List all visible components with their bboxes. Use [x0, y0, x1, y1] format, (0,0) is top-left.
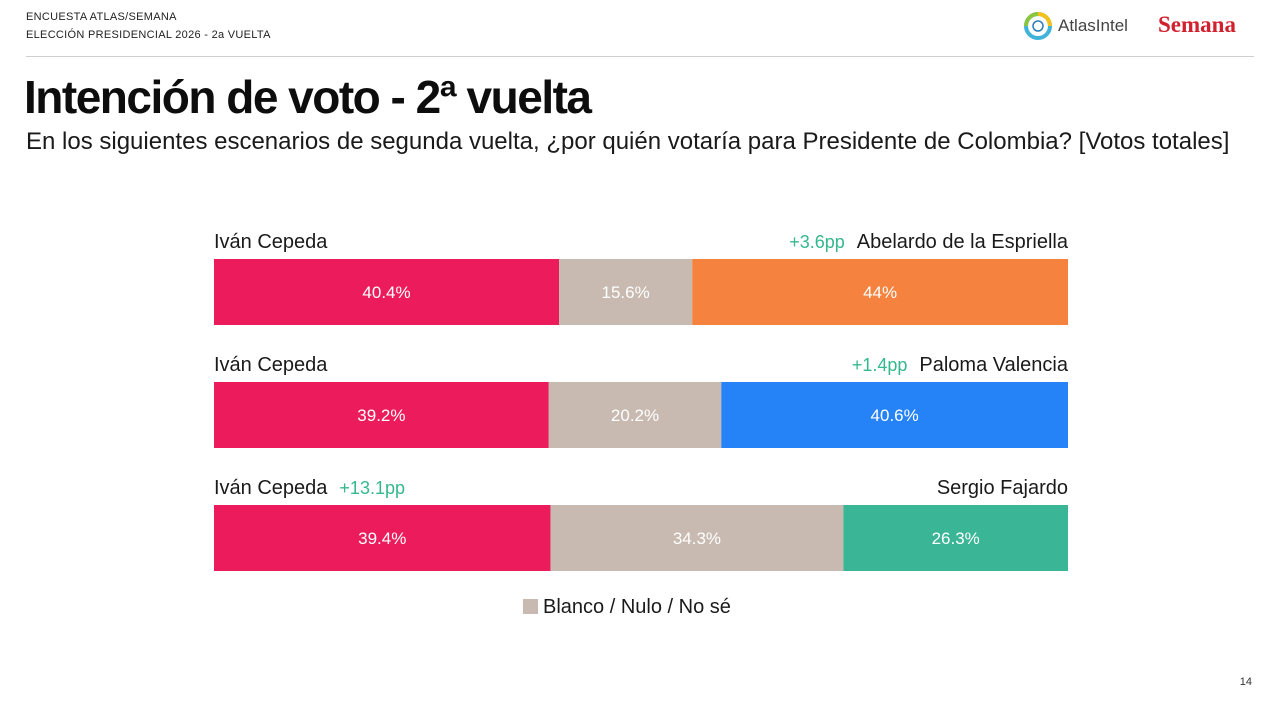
bar-segment [214, 382, 549, 448]
header-divider [26, 56, 1254, 57]
bar-value-label: 40.6% [871, 406, 919, 425]
bar-value-label: 39.2% [357, 406, 405, 425]
bar-segment [559, 259, 693, 325]
bar-segment [550, 505, 844, 571]
lead-margin-label: +13.1pp [339, 478, 405, 498]
candidate-right-label: Sergio Fajardo [937, 477, 1068, 499]
bar-segment [721, 382, 1068, 448]
bar-segment [548, 382, 722, 448]
bar-value-label: 39.4% [358, 529, 406, 548]
bar-segment [214, 259, 560, 325]
atlasintel-logo: AtlasIntel [1024, 12, 1128, 40]
candidate-left-label: Iván Cepeda [214, 477, 328, 499]
bar-value-label: 26.3% [932, 529, 980, 548]
bar-value-label: 15.6% [602, 283, 650, 302]
survey-label: ENCUESTA ATLAS/SEMANA [26, 11, 177, 23]
legend-swatch [523, 599, 538, 614]
lead-margin-label: +1.4pp [852, 355, 908, 375]
legend-label: Blanco / Nulo / No sé [543, 596, 731, 618]
bar-segment [843, 505, 1068, 571]
bar-segment [692, 259, 1068, 325]
bar-value-label: 20.2% [611, 406, 659, 425]
bar-value-label: 34.3% [673, 529, 721, 548]
page-subtitle: En los siguientes escenarios de segunda … [26, 128, 1230, 155]
bar-value-label: 44% [863, 283, 897, 302]
bar-segment [214, 505, 551, 571]
atlasintel-logo-icon [1024, 12, 1052, 40]
candidate-left-label: Iván Cepeda [214, 354, 328, 376]
lead-margin-label: +3.6pp [789, 232, 845, 252]
candidate-left-label: Iván Cepeda [214, 231, 328, 253]
atlasintel-logo-text: AtlasIntel [1058, 16, 1128, 35]
candidate-right-label: Abelardo de la Espriella [857, 231, 1069, 253]
page-title: Intención de voto - 2ª vuelta [24, 71, 592, 123]
bar-value-label: 40.4% [362, 283, 410, 302]
election-label: ELECCIÓN PRESIDENCIAL 2026 - 2a VUELTA [26, 29, 271, 41]
semana-logo: Semana [1158, 12, 1236, 37]
page-number: 14 [1239, 676, 1252, 688]
candidate-right-label: Paloma Valencia [919, 354, 1068, 376]
